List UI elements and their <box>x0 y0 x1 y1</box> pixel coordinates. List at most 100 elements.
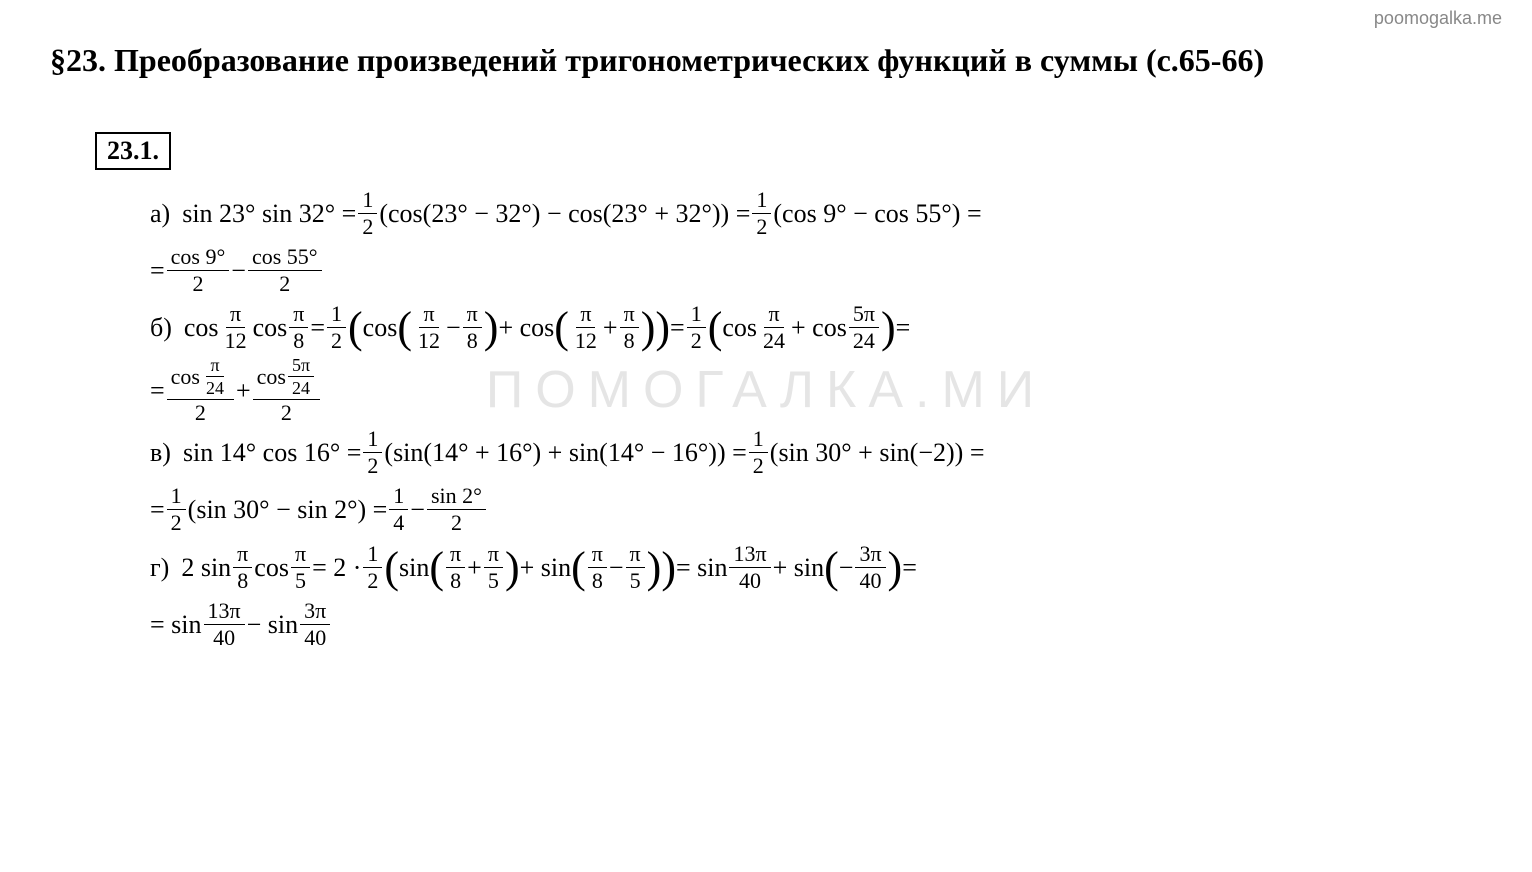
watermark-top: poomogalka.me <box>1374 8 1502 29</box>
fraction: 5π24 <box>849 303 879 352</box>
math-text: + <box>603 299 618 356</box>
paren-icon: ( <box>824 550 839 585</box>
math-text: (cos 9° − cos 55°) = <box>773 185 981 242</box>
fraction: π8 <box>446 543 465 592</box>
solution-block: а) sin 23° sin 32° = 1 2 (cos(23° − 32°)… <box>150 185 1482 653</box>
fraction: 12 <box>167 485 186 534</box>
paren-icon: ( <box>554 310 569 345</box>
math-text: (sin(14° + 16°) + sin(14° − 16°)) = <box>384 424 746 481</box>
fraction: π12 <box>414 303 444 352</box>
fraction: 12 <box>687 303 706 352</box>
fraction: 12 <box>749 428 768 477</box>
math-text: = <box>150 362 165 419</box>
math-text: + <box>467 539 482 596</box>
fraction: 12 <box>363 543 382 592</box>
fraction: 13π40 <box>729 543 770 592</box>
math-text: + cos <box>498 299 554 356</box>
item-g-line2: = sin 13π40 − sin 3π40 <box>150 596 1482 653</box>
math-text: = <box>310 299 325 356</box>
math-text: = <box>670 299 685 356</box>
math-text: = <box>150 481 165 538</box>
item-a-label: а) <box>150 185 170 242</box>
fraction: π5 <box>484 543 503 592</box>
math-text: = sin <box>676 539 728 596</box>
paren-icon: ) <box>661 550 676 585</box>
fraction: 1 2 <box>358 189 377 238</box>
fraction: π8 <box>463 303 482 352</box>
paren-icon: ) <box>881 310 896 345</box>
math-text: 2 sin <box>181 539 231 596</box>
paren-icon: ( <box>429 550 444 585</box>
item-b-label: б) <box>150 299 172 356</box>
math-text: = sin <box>150 596 202 653</box>
fraction: 3π40 <box>300 600 330 649</box>
item-b-line2: = cosπ24 2 + cos5π24 2 <box>150 356 1482 424</box>
fraction: 1 2 <box>752 189 771 238</box>
paren-icon: ) <box>647 550 662 585</box>
math-text: − <box>410 481 425 538</box>
item-v-line2: = 12 (sin 30° − sin 2°) = 14 − sin 2°2 <box>150 481 1482 538</box>
fraction: 12 <box>363 428 382 477</box>
fraction: cosπ24 2 <box>167 356 234 424</box>
paren-icon: ) <box>888 550 903 585</box>
paren-icon: ( <box>384 550 399 585</box>
math-text: − <box>446 299 461 356</box>
math-text: (sin 30° − sin 2°) = <box>188 481 388 538</box>
fraction: cos 9° 2 <box>167 246 230 295</box>
fraction: π8 <box>620 303 639 352</box>
math-text: cos <box>184 299 219 356</box>
math-text: cos <box>363 299 398 356</box>
item-b-line1: б) cos π12 cos π8 = 12 ( cos ( π12 − π8 … <box>150 299 1482 356</box>
math-text: = <box>150 242 165 299</box>
fraction: 3π40 <box>855 543 885 592</box>
math-text: − sin <box>247 596 299 653</box>
paren-icon: ( <box>571 550 586 585</box>
math-text: + cos <box>791 299 847 356</box>
math-text: = <box>896 299 911 356</box>
fraction: 13π40 <box>204 600 245 649</box>
math-text: sin 23° sin 32° = <box>182 185 356 242</box>
fraction: 14 <box>389 485 408 534</box>
math-text: (cos(23° − 32°) − cos(23° + 32°)) = <box>379 185 750 242</box>
math-text: + sin <box>520 539 572 596</box>
item-a-line2: = cos 9° 2 − cos 55° 2 <box>150 242 1482 299</box>
fraction: π8 <box>588 543 607 592</box>
fraction: sin 2°2 <box>427 485 486 534</box>
paren-icon: ( <box>708 310 723 345</box>
math-text: = <box>902 539 917 596</box>
math-text: sin <box>399 539 429 596</box>
math-text: − <box>839 539 854 596</box>
math-text: − <box>231 242 246 299</box>
math-text: cos <box>253 299 288 356</box>
math-text: + sin <box>773 539 825 596</box>
fraction: π5 <box>291 543 310 592</box>
fraction: cos 55° 2 <box>248 246 322 295</box>
paren-icon: ) <box>655 310 670 345</box>
fraction: π8 <box>289 303 308 352</box>
math-text: cos <box>254 539 289 596</box>
item-g-label: г) <box>150 539 169 596</box>
fraction: π12 <box>571 303 601 352</box>
section-heading: §23. Преобразование произведений тригоно… <box>50 40 1482 82</box>
fraction: π5 <box>626 543 645 592</box>
item-g-line1: г) 2 sin π8 cos π5 = 2 · 12 ( sin ( π8 +… <box>150 539 1482 596</box>
fraction: 12 <box>327 303 346 352</box>
math-text: (sin 30° + sin(−2)) = <box>770 424 985 481</box>
math-text: sin 14° cos 16° = <box>183 424 361 481</box>
math-text: cos <box>722 299 757 356</box>
fraction: π24 <box>759 303 789 352</box>
paren-icon: ( <box>397 310 412 345</box>
fraction: π8 <box>233 543 252 592</box>
item-v-line1: в) sin 14° cos 16° = 12 (sin(14° + 16°) … <box>150 424 1482 481</box>
math-text: = 2 · <box>312 539 361 596</box>
problem-number: 23.1. <box>95 132 171 170</box>
paren-icon: ) <box>484 310 499 345</box>
paren-icon: ( <box>348 310 363 345</box>
fraction: cos5π24 2 <box>253 356 320 424</box>
math-text: + <box>236 362 251 419</box>
paren-icon: ) <box>505 550 520 585</box>
item-v-label: в) <box>150 424 171 481</box>
item-a-line1: а) sin 23° sin 32° = 1 2 (cos(23° − 32°)… <box>150 185 1482 242</box>
math-text: − <box>609 539 624 596</box>
paren-icon: ) <box>641 310 656 345</box>
